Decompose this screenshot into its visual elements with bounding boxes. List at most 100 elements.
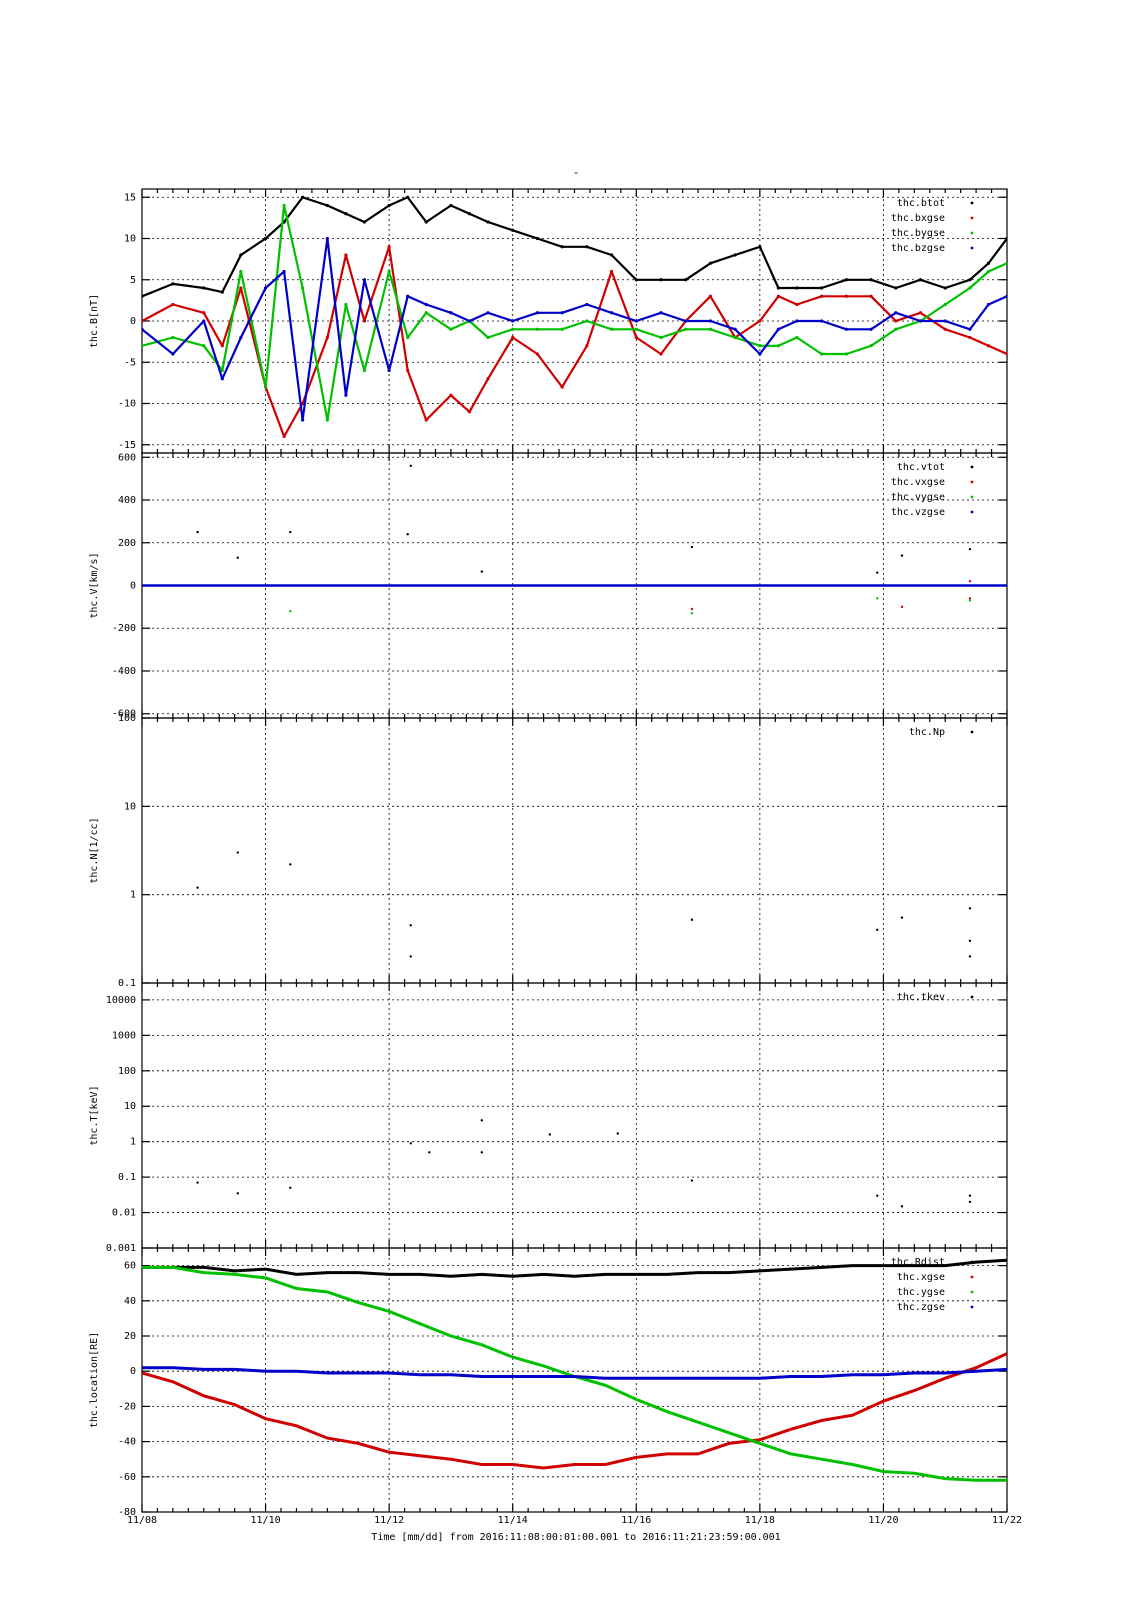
plot-area — [142, 464, 1007, 615]
legend-label: thc.vygse — [891, 492, 945, 503]
data-point — [776, 327, 780, 331]
data-point — [968, 599, 972, 602]
data-point — [511, 228, 515, 232]
data-point — [560, 385, 564, 389]
y-tick-label: 100 — [118, 1066, 136, 1077]
data-point — [511, 335, 515, 340]
data-point — [344, 393, 348, 397]
data-point — [609, 269, 614, 274]
legend-label: thc.Rdist — [891, 1257, 945, 1268]
y-tick-label: 40 — [124, 1296, 136, 1307]
legend-marker — [970, 1290, 974, 1294]
data-point — [708, 327, 713, 331]
data-point — [918, 319, 923, 323]
data-point — [844, 327, 848, 331]
data-point — [918, 311, 923, 315]
data-point — [301, 195, 305, 199]
series-thc.Np — [196, 851, 972, 958]
data-point — [986, 269, 991, 274]
data-point — [758, 245, 762, 249]
x-tick-label: 11/14 — [498, 1515, 528, 1526]
data-point — [820, 319, 824, 323]
data-point — [844, 294, 848, 298]
figure-title: - — [573, 166, 580, 179]
data-point — [968, 335, 972, 340]
y-tick-label: 1 — [130, 1137, 136, 1148]
data-point — [535, 236, 540, 241]
data-point — [795, 319, 799, 323]
x-axis-labels: 11/08 11/10 11/12 11/14 11/16 11/18 11/20 11/22 — [127, 1515, 1022, 1526]
data-point — [142, 344, 144, 348]
data-point — [325, 335, 329, 340]
data-point — [690, 607, 694, 611]
data-point — [480, 1119, 484, 1122]
plot-area — [142, 1258, 1007, 1482]
legend-label: thc.zgse — [897, 1302, 945, 1313]
data-point — [263, 286, 268, 290]
series-thc.Rdist — [142, 1258, 1007, 1278]
data-point — [239, 335, 243, 340]
legend-label: thc.vtot — [897, 462, 945, 473]
data-point — [968, 286, 972, 290]
x-tick-label: 11/10 — [251, 1515, 281, 1526]
series-line — [142, 1258, 1007, 1278]
data-point — [733, 253, 737, 257]
data-point — [795, 335, 799, 340]
data-point — [263, 236, 268, 241]
legend-marker — [970, 465, 974, 469]
series-thc.zgse — [142, 1366, 1007, 1380]
data-point — [289, 530, 292, 534]
data-point — [301, 418, 305, 422]
data-point — [409, 464, 412, 468]
y-tick-label: -5 — [124, 357, 136, 368]
data-point — [362, 319, 367, 323]
data-point — [301, 286, 305, 290]
data-point — [467, 319, 472, 323]
y-tick-label: 1000 — [112, 1030, 136, 1041]
data-point — [690, 545, 694, 549]
data-point — [202, 286, 206, 290]
y-tick-label: -60 — [118, 1472, 136, 1483]
data-point — [289, 1186, 292, 1189]
series-thc.tkev — [196, 1119, 972, 1208]
legend-label: thc.tkev — [897, 992, 945, 1003]
series-thc.vxgse — [690, 580, 972, 611]
data-point — [708, 294, 713, 298]
data-point — [844, 278, 848, 282]
legend-label: thc.vxgse — [891, 477, 945, 488]
panels: -15-10-5051015thc.B[nT]thc.btotthc.bxgse… — [89, 188, 1008, 1518]
y-tick-label: 10 — [124, 234, 136, 245]
data-point — [1005, 352, 1007, 356]
data-point — [202, 311, 206, 315]
series-thc.vygse — [289, 597, 972, 615]
data-point — [943, 302, 947, 307]
x-tick-label: 11/18 — [745, 1515, 775, 1526]
y-tick-label: -40 — [118, 1437, 136, 1448]
data-point — [560, 311, 564, 315]
y-tick-label: 1 — [130, 890, 136, 901]
data-point — [142, 319, 144, 323]
data-point — [968, 580, 972, 583]
data-point — [820, 294, 824, 298]
series-thc.xgse — [142, 1352, 1007, 1470]
legend-marker — [970, 1275, 974, 1279]
data-point — [943, 286, 947, 290]
data-point — [428, 1151, 431, 1154]
data-point — [239, 269, 243, 274]
series-line — [142, 204, 1007, 422]
data-point — [758, 352, 762, 356]
legend-label: thc.bxgse — [891, 213, 945, 224]
data-point — [609, 311, 614, 315]
series-thc.vtot — [196, 464, 972, 574]
data-point — [387, 245, 391, 249]
data-point — [585, 344, 589, 348]
data-point — [900, 605, 904, 609]
data-point — [406, 335, 410, 340]
data-point — [449, 327, 453, 331]
data-point — [409, 1142, 412, 1145]
data-point — [986, 261, 991, 265]
data-point — [289, 609, 292, 613]
data-point — [424, 220, 428, 224]
data-point — [708, 261, 713, 265]
data-point — [196, 530, 199, 534]
